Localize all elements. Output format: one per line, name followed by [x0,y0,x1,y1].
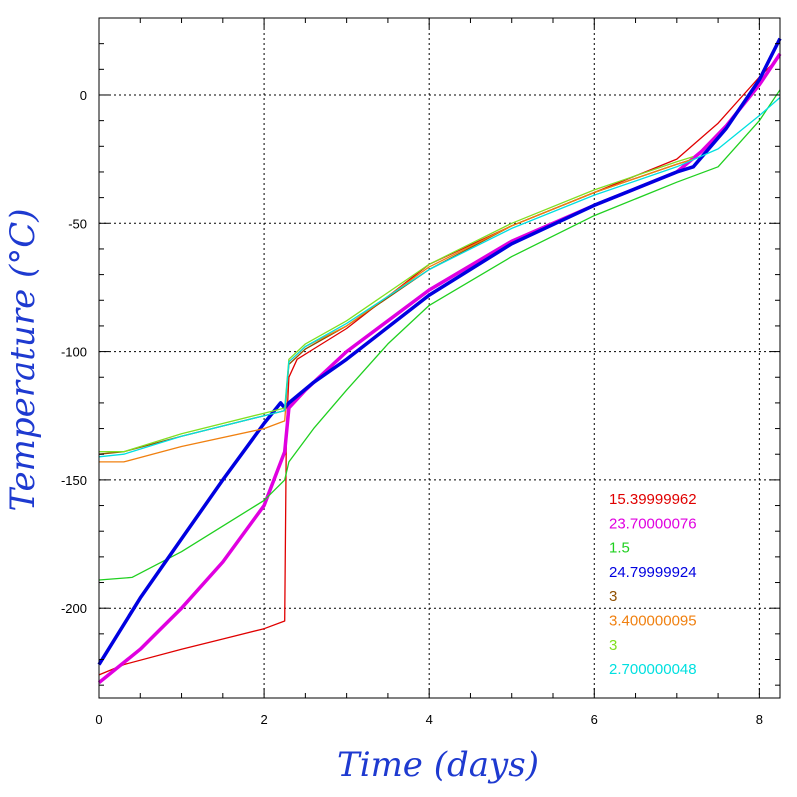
series-line-4 [97,37,782,666]
series-line-2 [97,52,782,684]
x-axis-title: Time (days) [337,745,539,785]
y-axis-title: Temperature (°C) [3,208,43,511]
y-tick-label: 0 [80,88,87,103]
legend-entry-6: 3.400000095 [609,613,697,630]
series-line-5 [98,158,694,455]
x-tick-label: 4 [426,712,433,727]
legend-entry-1: 15.39999962 [609,491,697,508]
series-line-8 [98,97,781,458]
y-tick-label: -50 [68,216,87,231]
series-lines [97,37,782,684]
legend-entry-2: 23.70000076 [609,515,697,532]
legend: 15.39999962 23.70000076 1.5 24.79999924 3 3.4… [609,491,697,678]
x-tick-label: 6 [591,712,598,727]
y-tick-label: -100 [61,345,87,360]
grid [99,18,780,698]
y-tick-label: -200 [61,601,87,616]
series-line-1 [98,56,781,676]
legend-entry-3: 1.5 [609,540,630,557]
series-line-3 [98,89,781,581]
legend-entry-7: 3 [609,637,617,654]
series-line-6 [99,158,694,463]
x-tick-label: 8 [756,712,763,727]
legend-entry-5: 3 [609,588,617,605]
legend-entry-4: 24.79999924 [609,564,697,581]
series-line-7 [99,155,694,453]
x-tick-label: 0 [95,712,102,727]
x-tick-label: 2 [260,712,267,727]
y-tick-label: -150 [61,473,87,488]
plot-frame [98,17,781,699]
axis-ticks: 0 2 4 6 8 0 -50 -100 -150 -200 [61,17,780,727]
legend-entry-8: 2.700000048 [609,661,697,678]
